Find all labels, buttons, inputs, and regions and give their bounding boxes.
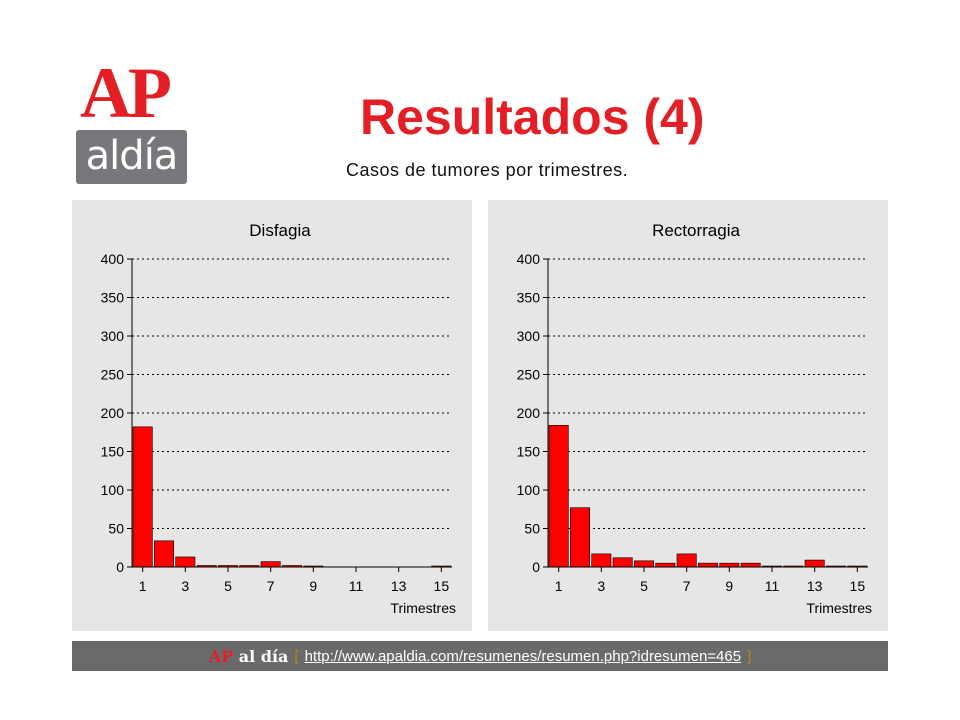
- chart-panel-disfagia: Disfagia 0 50 100 150 200 250 300 350 400 1 3 5 7 9 11 1…: [72, 200, 472, 631]
- bar: [655, 562, 676, 568]
- bar: [719, 562, 740, 568]
- bar: [634, 560, 654, 568]
- x-tick-label: 7: [683, 578, 691, 594]
- bar: [740, 562, 761, 568]
- footer-brand: AP al día: [209, 647, 289, 666]
- y-tick-label: 400: [517, 251, 541, 267]
- x-tick-label: 11: [765, 578, 780, 594]
- x-axis-label: Trimestres: [806, 600, 872, 616]
- logo-aldia-box: aldía: [76, 130, 187, 184]
- y-tick-label: 300: [101, 328, 125, 344]
- y-tick-label: 150: [101, 444, 125, 460]
- chart-panel-rectorragia: Rectorragia 0 50 100 150 200 250 300 350 400 1 3 5 7 9…: [488, 200, 888, 631]
- footer-brand-rest: al día: [238, 646, 289, 666]
- x-tick-label: 3: [181, 578, 189, 594]
- footer-bracket-close: ]: [747, 647, 752, 665]
- x-tick-label: 13: [807, 578, 823, 594]
- bar: [591, 553, 612, 568]
- y-tick-label: 350: [517, 290, 541, 306]
- footer-bar: AP al día [ http://www.apaldia.com/resum…: [72, 641, 888, 671]
- y-tick-label: 100: [101, 482, 125, 498]
- x-tick-label: 9: [309, 578, 317, 594]
- footer-url-link[interactable]: http://www.apaldia.com/resumenes/resumen…: [304, 647, 742, 665]
- logo: AP aldía: [76, 53, 188, 184]
- bar: [548, 425, 569, 568]
- x-tick-label: 5: [640, 578, 648, 594]
- bar: [260, 561, 281, 568]
- y-tick-label: 50: [108, 521, 124, 537]
- x-tick-label: 1: [139, 578, 147, 594]
- y-tick-label: 300: [517, 328, 541, 344]
- bar: [132, 426, 153, 568]
- x-tick-label: 5: [224, 578, 232, 594]
- y-tick-label: 0: [116, 559, 124, 575]
- bar: [154, 540, 174, 568]
- bar: [676, 553, 697, 568]
- chart-title: Rectorragia: [652, 221, 740, 240]
- x-tick-label: 15: [850, 578, 866, 594]
- bar: [570, 507, 590, 568]
- logo-ap-text: AP: [80, 53, 172, 133]
- page-title: Resultados (4): [360, 89, 705, 145]
- y-tick-label: 200: [101, 405, 125, 421]
- bar: [804, 559, 825, 568]
- x-tick-label: 11: [349, 578, 364, 594]
- bar: [612, 557, 633, 568]
- page-subtitle: Casos de tumores por trimestres.: [346, 160, 629, 180]
- footer-brand-ap: AP: [208, 646, 234, 666]
- footer-bracket-open: [: [294, 647, 299, 665]
- x-tick-label: 9: [725, 578, 733, 594]
- bar: [698, 562, 718, 568]
- y-tick-label: 0: [532, 559, 540, 575]
- x-tick-label: 13: [391, 578, 407, 594]
- x-tick-label: 1: [555, 578, 563, 594]
- x-tick-label: 15: [434, 578, 450, 594]
- x-axis-label: Trimestres: [390, 600, 456, 616]
- y-tick-label: 200: [517, 405, 541, 421]
- chart-title: Disfagia: [249, 221, 311, 240]
- x-tick-label: 7: [267, 578, 275, 594]
- y-tick-label: 250: [517, 367, 541, 383]
- y-tick-label: 400: [101, 251, 125, 267]
- y-tick-label: 50: [524, 521, 540, 537]
- y-tick-label: 250: [101, 367, 125, 383]
- x-tick-label: 3: [597, 578, 605, 594]
- bar: [175, 556, 196, 568]
- y-tick-label: 350: [101, 290, 125, 306]
- y-tick-label: 100: [517, 482, 541, 498]
- y-tick-label: 150: [517, 444, 541, 460]
